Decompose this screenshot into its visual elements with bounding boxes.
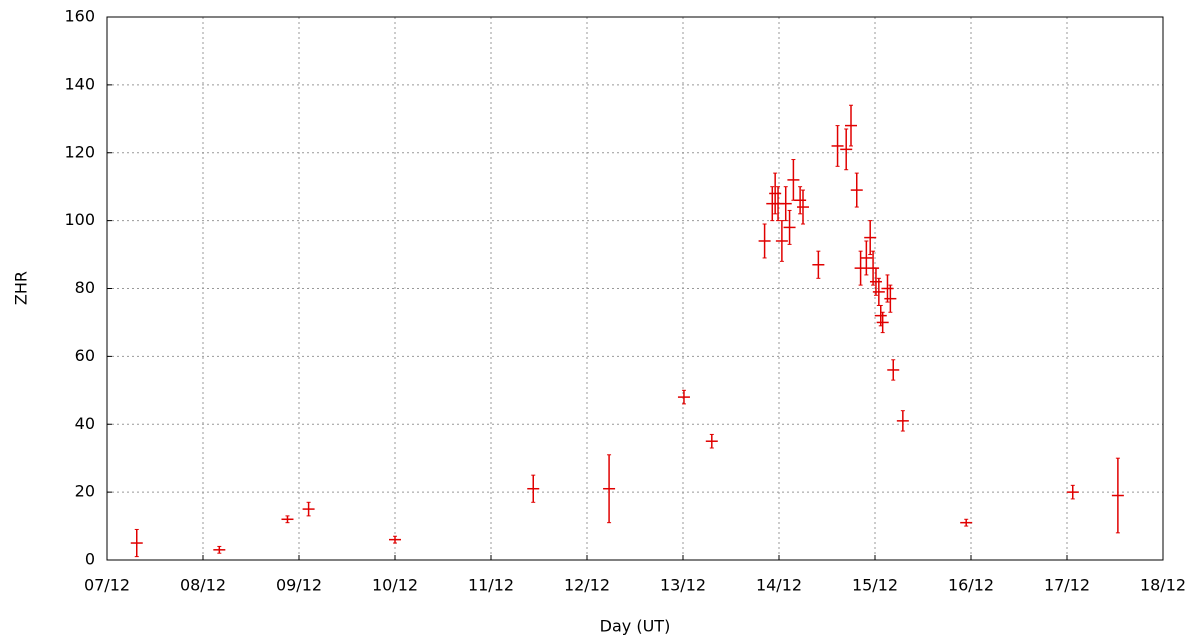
- y-tick-label: 100: [64, 210, 95, 229]
- x-tick-label: 08/12: [180, 576, 226, 595]
- x-axis-label: Day (UT): [600, 617, 671, 636]
- y-tick-label: 160: [64, 7, 95, 26]
- plot-border: [106, 16, 1164, 561]
- x-tick-label: 17/12: [1044, 576, 1090, 595]
- y-tick-label: 20: [75, 482, 95, 501]
- x-tick-label: 11/12: [468, 576, 514, 595]
- y-tick-label: 80: [75, 278, 95, 297]
- x-tick-label: 09/12: [276, 576, 322, 595]
- x-tick-label: 10/12: [372, 576, 418, 595]
- y-tick-label: 140: [64, 74, 95, 93]
- x-tick-label: 15/12: [852, 576, 898, 595]
- x-tick-label: 12/12: [564, 576, 610, 595]
- x-tick-label: 18/12: [1140, 576, 1186, 595]
- y-tick-label: 120: [64, 142, 95, 161]
- x-tick-label: 07/12: [84, 576, 130, 595]
- y-tick-label: 0: [85, 550, 95, 569]
- y-tick-label: 40: [75, 414, 95, 433]
- x-tick-label: 16/12: [948, 576, 994, 595]
- x-tick-label: 13/12: [660, 576, 706, 595]
- y-tick-label: 60: [75, 346, 95, 365]
- x-tick-label: 14/12: [756, 576, 802, 595]
- y-axis-label: ZHR: [12, 271, 31, 305]
